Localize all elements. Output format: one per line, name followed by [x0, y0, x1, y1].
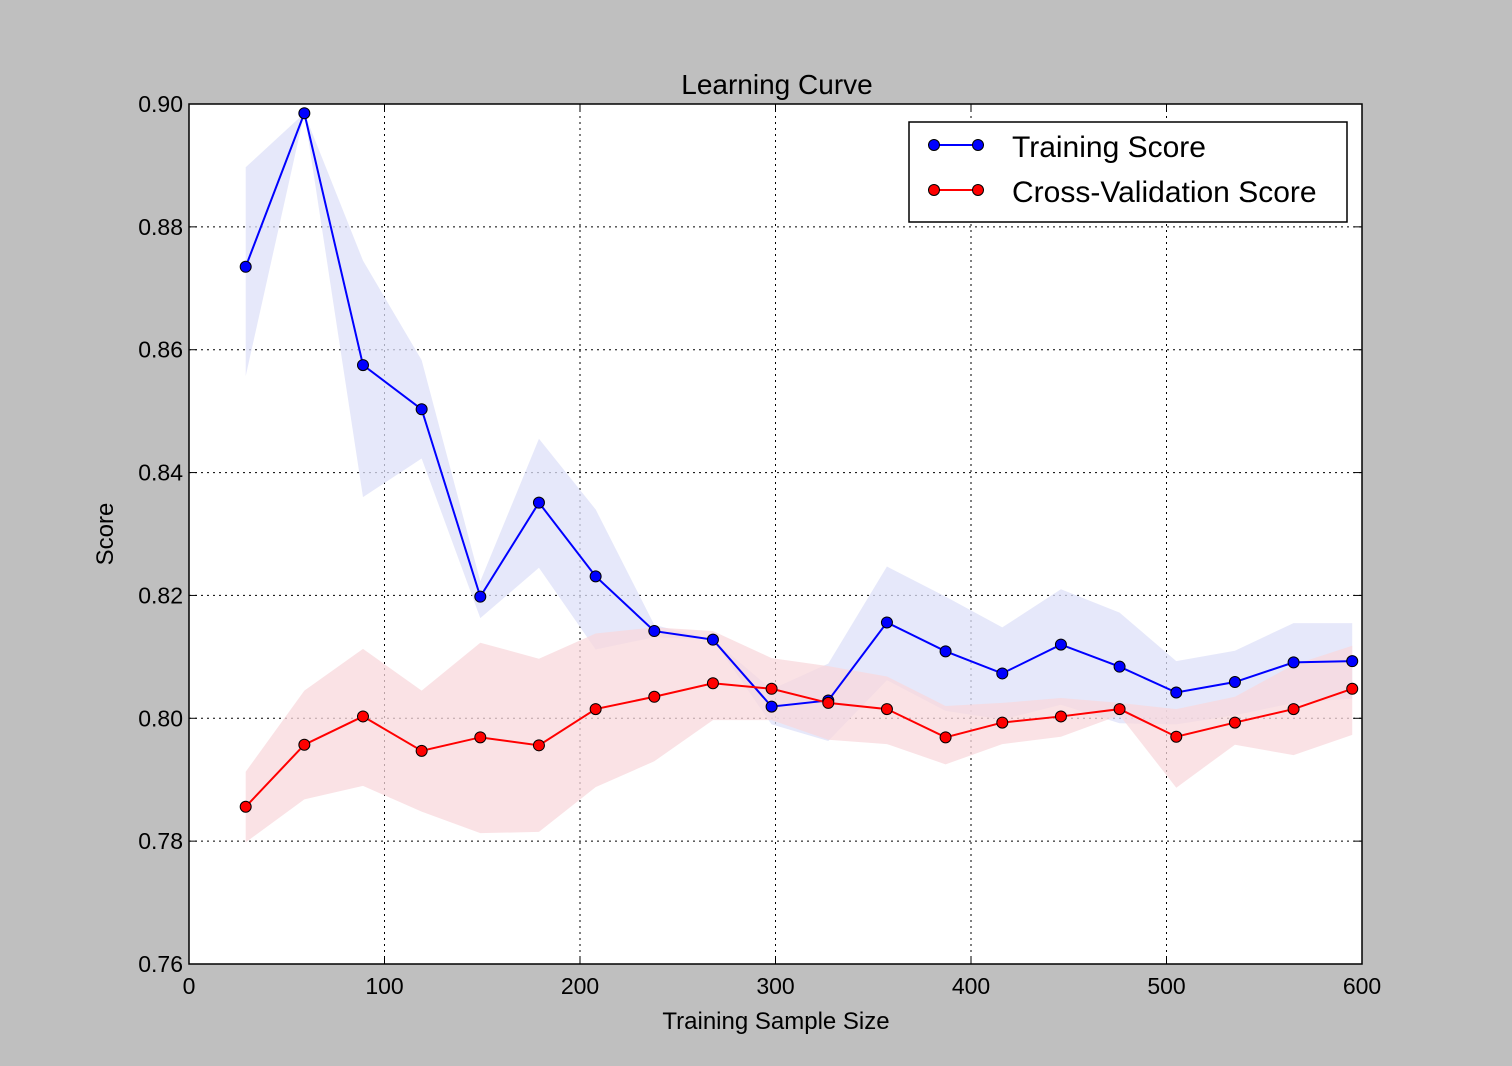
legend-cv-label: Cross-Validation Score [1012, 176, 1317, 209]
x-axis-label: Training Sample Size [662, 1008, 889, 1035]
cv-score-point [589, 703, 602, 716]
training-score-point [939, 645, 952, 658]
training-score-band [245, 113, 1353, 742]
training-score-point [648, 625, 661, 638]
x-tick-label: 0 [183, 973, 196, 999]
cv-score-point [1287, 703, 1300, 716]
training-score-point [1346, 655, 1359, 668]
cv-score-point [648, 690, 661, 703]
cv-score-point [880, 703, 893, 716]
training-score-point [765, 700, 778, 713]
plot-area [189, 104, 1362, 964]
legend-box [908, 121, 1348, 223]
training-score-point [298, 107, 311, 120]
legend-cv-marker [928, 184, 940, 196]
axis-ticks: 0 100 200 300 400 500 600 0.76 0.78 0.80 0.82 0.84 0… [138, 91, 1381, 999]
legend-cv-marker [972, 184, 984, 196]
training-score-point [880, 616, 893, 629]
training-score-point [1054, 638, 1067, 651]
series-markers [239, 107, 1359, 813]
y-tick-label: 0.76 [138, 951, 183, 977]
y-axis-label: Score [92, 503, 119, 566]
confidence-bands [245, 113, 1353, 843]
cv-score-point [1054, 710, 1067, 723]
y-tick-label: 0.90 [138, 91, 183, 117]
series-lines [244, 109, 1353, 808]
cv-score-point [239, 800, 252, 813]
training-score-point [1228, 676, 1241, 689]
cv-score-point [706, 677, 719, 690]
training-score-point [474, 590, 487, 603]
training-score-line [244, 109, 1353, 708]
legend-training-marker [928, 139, 940, 151]
cv-score-point [1228, 716, 1241, 729]
x-tick-label: 100 [365, 973, 403, 999]
x-tick-label: 600 [1343, 973, 1381, 999]
y-tick-label: 0.88 [138, 214, 183, 240]
y-tick-label: 0.82 [138, 582, 183, 608]
y-tick-label: 0.80 [138, 705, 183, 731]
legend-training-label: Training Score [1012, 131, 1206, 164]
cv-score-point [1170, 730, 1183, 743]
y-tick-label: 0.78 [138, 828, 183, 854]
training-score-point [415, 403, 428, 416]
x-tick-label: 500 [1147, 973, 1185, 999]
training-score-point [589, 570, 602, 583]
cv-score-point [1346, 682, 1359, 695]
x-tick-label: 400 [952, 973, 990, 999]
x-tick-label: 200 [561, 973, 599, 999]
legend-training-marker [972, 139, 984, 151]
training-score-point [356, 359, 369, 372]
training-score-point [532, 496, 545, 509]
legend: Training Score Cross-Validation Score [908, 121, 1348, 223]
cv-score-point [474, 731, 487, 744]
y-tick-label: 0.84 [138, 460, 183, 486]
cv-score-point [939, 731, 952, 744]
training-score-point [239, 260, 252, 273]
cv-score-point [765, 682, 778, 695]
training-score-point [996, 667, 1009, 680]
cv-score-point [1113, 703, 1126, 716]
training-score-point [706, 633, 719, 646]
cv-score-point [822, 696, 835, 709]
y-tick-label: 0.86 [138, 337, 183, 363]
cv-score-line [244, 682, 1353, 808]
cv-score-point [996, 716, 1009, 729]
chart-title: Learning Curve [681, 69, 872, 100]
x-tick-label: 300 [756, 973, 794, 999]
cv-score-point [532, 739, 545, 752]
training-score-point [1170, 686, 1183, 699]
cv-score-point [415, 744, 428, 757]
training-score-point [1287, 656, 1300, 669]
cv-score-band [245, 627, 1353, 843]
cv-score-point [298, 738, 311, 751]
cv-score-point [356, 710, 369, 723]
training-score-point [1113, 660, 1126, 673]
